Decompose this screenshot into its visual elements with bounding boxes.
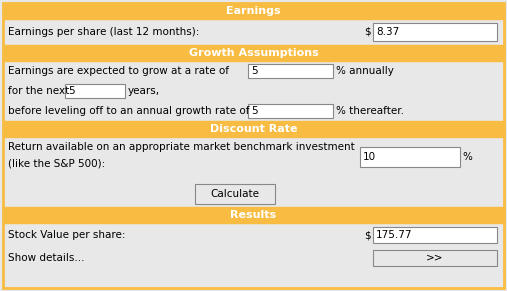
FancyBboxPatch shape <box>248 64 333 78</box>
Text: 5: 5 <box>68 86 75 96</box>
Text: Discount Rate: Discount Rate <box>210 124 297 134</box>
Text: 5: 5 <box>251 106 258 116</box>
Text: 5: 5 <box>251 66 258 76</box>
Text: % thereafter.: % thereafter. <box>336 106 404 116</box>
FancyBboxPatch shape <box>3 121 504 137</box>
Text: 8.37: 8.37 <box>376 27 399 37</box>
Text: (like the S&P 500):: (like the S&P 500): <box>8 158 105 168</box>
Text: Results: Results <box>231 210 276 220</box>
Text: Earnings per share (last 12 months):: Earnings per share (last 12 months): <box>8 27 199 37</box>
Text: Stock Value per share:: Stock Value per share: <box>8 230 126 240</box>
FancyBboxPatch shape <box>3 3 504 288</box>
Text: 10: 10 <box>363 152 376 162</box>
Text: Return available on an appropriate market benchmark investment: Return available on an appropriate marke… <box>8 142 355 152</box>
FancyBboxPatch shape <box>65 84 125 98</box>
Text: Earnings are expected to grow at a rate of: Earnings are expected to grow at a rate … <box>8 66 229 76</box>
FancyBboxPatch shape <box>248 104 333 118</box>
Text: before leveling off to an annual growth rate of: before leveling off to an annual growth … <box>8 106 249 116</box>
Text: for the next: for the next <box>8 86 69 96</box>
FancyBboxPatch shape <box>373 23 497 41</box>
Text: Show details...: Show details... <box>8 253 85 263</box>
FancyBboxPatch shape <box>3 45 504 61</box>
FancyBboxPatch shape <box>373 250 497 266</box>
Text: >>: >> <box>426 253 444 263</box>
Text: Growth Assumptions: Growth Assumptions <box>189 48 318 58</box>
Text: % annually: % annually <box>336 66 394 76</box>
Text: %: % <box>462 152 472 162</box>
FancyBboxPatch shape <box>3 3 504 19</box>
Text: $: $ <box>365 230 371 240</box>
FancyBboxPatch shape <box>373 227 497 243</box>
FancyBboxPatch shape <box>3 207 504 223</box>
Text: Calculate: Calculate <box>210 189 260 199</box>
Text: years,: years, <box>128 86 160 96</box>
Text: 175.77: 175.77 <box>376 230 413 240</box>
Text: Earnings: Earnings <box>226 6 281 16</box>
FancyBboxPatch shape <box>360 147 460 167</box>
FancyBboxPatch shape <box>195 184 275 204</box>
Text: $: $ <box>365 27 371 37</box>
